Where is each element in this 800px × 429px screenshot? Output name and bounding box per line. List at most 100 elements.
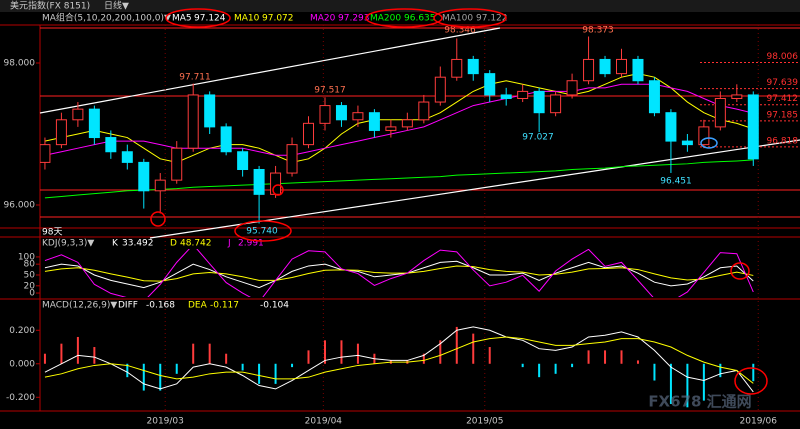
highlight [272, 184, 284, 196]
legend-name: MA200 [370, 14, 401, 24]
candle-body [171, 147, 183, 181]
candle-body [533, 90, 545, 114]
x-tick-label: 2019/03 [147, 417, 184, 427]
highlight [730, 262, 750, 280]
symbol: 美元指数(FX 8151) [10, 0, 90, 12]
y-tick-label: 20 [24, 281, 36, 291]
candle-body [451, 58, 463, 78]
kdj-title: KDJ(9,3,3)▼ [42, 239, 94, 249]
candle-body [599, 58, 611, 75]
watermark: FX678 汇通网 [648, 393, 751, 411]
price-annotation: 98.346 [444, 26, 476, 36]
y-tick-label: 0 [29, 289, 35, 299]
legend-value: -0.104 [260, 301, 289, 311]
indicator-line [44, 326, 754, 393]
candle-body [154, 179, 166, 192]
level-label: 97.185 [767, 110, 799, 120]
highlights [150, 8, 768, 395]
x-tick-label: 2019/04 [305, 417, 343, 427]
candle-body [220, 126, 232, 153]
candle-body [72, 108, 84, 121]
legend-value: 97.124 [194, 14, 226, 24]
indicator-line [44, 336, 754, 384]
legend-name: DEA [188, 301, 208, 311]
indicator-line [44, 249, 754, 297]
candle-body [303, 122, 315, 146]
legend-name: MA100 [442, 14, 473, 24]
candle-body [138, 161, 150, 192]
price-annotation: 95.740 [246, 227, 278, 237]
indicator-line [44, 83, 754, 156]
candle-body [204, 94, 216, 128]
candle-body [253, 168, 265, 195]
highlight [234, 220, 292, 242]
candle-body [484, 73, 496, 96]
candle-body [401, 119, 413, 128]
candle-body [566, 80, 578, 96]
candle-body [500, 94, 512, 99]
candle-body [88, 108, 100, 139]
y-tick-label: 98.000 [4, 58, 36, 68]
highlight [700, 137, 718, 149]
support-lines [40, 27, 800, 218]
candle-body [632, 58, 644, 82]
legend-value: 2.991 [238, 239, 264, 249]
highlight [165, 8, 231, 28]
y-tick-label: 100 [18, 252, 35, 262]
candle-body [319, 105, 331, 124]
x-tick-label: 2019/05 [466, 417, 503, 427]
legend-value: 97.122 [476, 14, 508, 24]
highlight [734, 367, 768, 395]
y-tick-label: -0.200 [6, 393, 35, 403]
candle-body [121, 151, 133, 163]
trend-line [39, 27, 501, 114]
candle-body [187, 94, 199, 149]
candle-body [550, 94, 562, 114]
candle-body [40, 144, 51, 163]
y-tick-label: 0.200 [9, 326, 35, 336]
y-tick-label: 80 [24, 260, 36, 270]
plot: 2019/03 2019/04 2019/05 2019/06 98.000 96.000… [4, 14, 800, 427]
level-label: 97.412 [767, 94, 799, 104]
legend-value: 97.072 [262, 14, 294, 24]
candle-body [747, 94, 759, 160]
price-annotation: 97.711 [179, 73, 211, 83]
candle-body [237, 151, 249, 170]
legend-value: -0.117 [210, 301, 239, 311]
legend-name: MA10 [234, 14, 260, 24]
candle-body [434, 76, 446, 103]
period-note: 98天 [42, 228, 62, 238]
legend-name: MA20 [310, 14, 336, 24]
candle-body [731, 94, 743, 99]
price-annotation: 98.373 [582, 26, 614, 36]
candle-body [335, 105, 347, 121]
candle-body [270, 172, 282, 195]
panel-borders [0, 24, 800, 412]
price-annotation: 96.451 [660, 177, 692, 187]
legend-name: DIFF [118, 301, 138, 311]
y-tick-label: 0.000 [9, 359, 35, 369]
legend-name: K [112, 239, 119, 249]
candle-body [616, 58, 628, 75]
level-label: 96.818 [767, 136, 799, 146]
price-annotation: 97.517 [314, 86, 346, 96]
legend-name: D [170, 239, 177, 249]
candle-body [665, 112, 677, 142]
level-label: 97.639 [767, 78, 799, 88]
candle-body [681, 140, 693, 146]
y-tick-label: 96.000 [4, 200, 36, 210]
candle-body [698, 126, 710, 146]
y-tick-label: 50 [24, 270, 36, 280]
candle-body [517, 90, 529, 99]
legend-value: 33.492 [122, 239, 154, 249]
candle-body [352, 112, 364, 121]
candle-body [467, 58, 479, 75]
highlight [433, 8, 507, 28]
candle-body [368, 112, 380, 131]
legend-name: J [227, 239, 231, 249]
legend-value: -0.168 [146, 301, 175, 311]
candle-body [105, 137, 117, 153]
highlight [365, 8, 443, 28]
